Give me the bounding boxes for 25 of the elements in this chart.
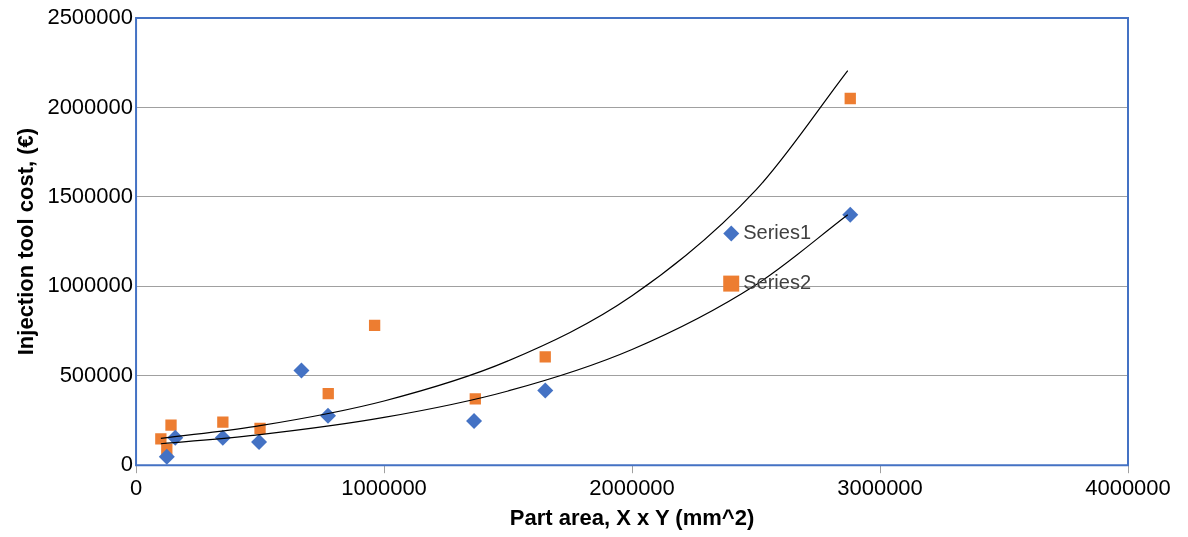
y-tick-label: 0 xyxy=(120,451,134,477)
x-tick-label: 4000000 xyxy=(1085,475,1171,501)
y-tick-label: 2000000 xyxy=(47,93,134,119)
x-tick-label: 1000000 xyxy=(341,475,427,501)
x-tick-label: 3000000 xyxy=(837,475,923,501)
point xyxy=(466,413,483,430)
point xyxy=(537,382,554,399)
point xyxy=(322,387,334,400)
point xyxy=(368,319,381,331)
legend-label: Series1 xyxy=(743,221,812,244)
y-tick-label: 1000000 xyxy=(47,272,134,298)
point xyxy=(842,206,859,223)
point xyxy=(539,351,551,363)
point xyxy=(165,419,177,431)
y-tick-label: 2500000 xyxy=(47,4,134,30)
y-tick-label: 500000 xyxy=(59,361,134,387)
x-tick-label: 2000000 xyxy=(589,475,675,501)
y-tick-label: 1500000 xyxy=(47,182,134,208)
point xyxy=(217,416,229,428)
point xyxy=(158,448,175,465)
point xyxy=(251,434,268,451)
y-axis-title: Injection tool cost, (€) xyxy=(13,127,39,356)
point xyxy=(293,362,310,379)
x-axis-title: Part area, X x Y (mm^2) xyxy=(509,504,755,530)
point xyxy=(844,92,856,105)
